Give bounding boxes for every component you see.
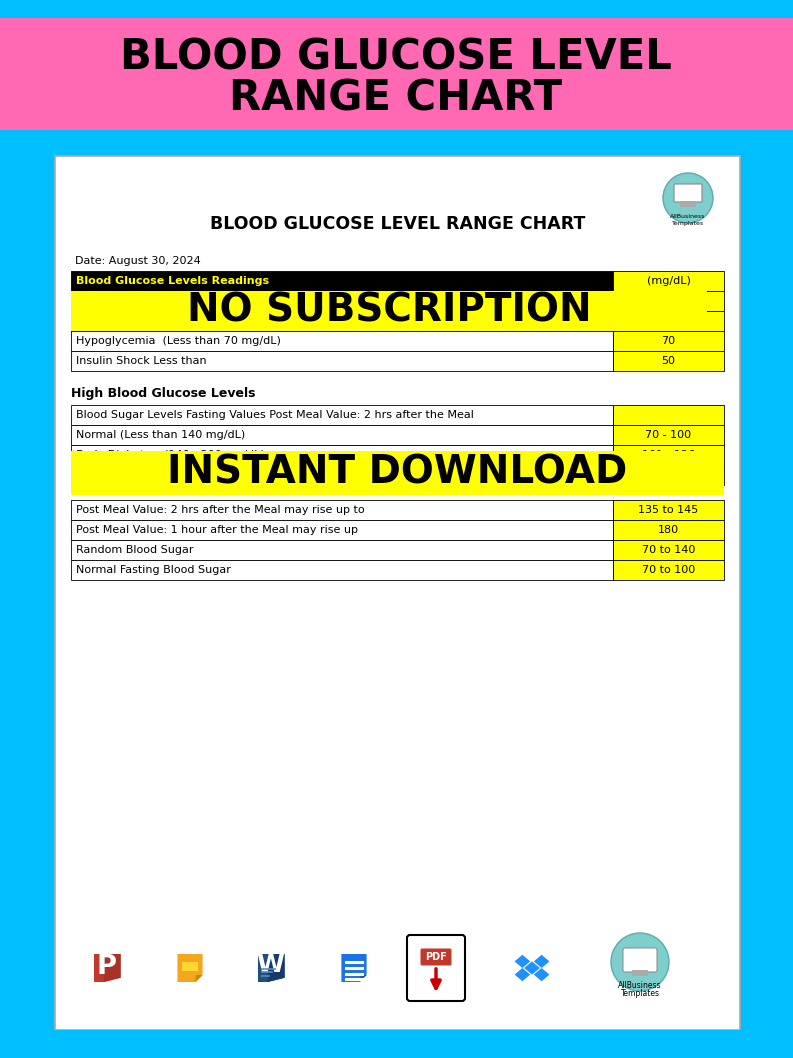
FancyBboxPatch shape [407, 935, 465, 1001]
Text: Normal (Less than 140 mg/dL): Normal (Less than 140 mg/dL) [76, 430, 245, 440]
Text: 180: 180 [658, 525, 679, 535]
Text: Date: August 30, 2024: Date: August 30, 2024 [75, 256, 201, 266]
Text: Hypoglycemia  (Less than 70 mg/dL): Hypoglycemia (Less than 70 mg/dL) [76, 336, 281, 346]
Text: P: P [97, 953, 117, 980]
Bar [613, 331, 724, 351]
Bar [71, 291, 707, 331]
Bar [71, 331, 613, 351]
Bar [0, 1030, 793, 1058]
Text: BLOOD GLUCOSE LEVEL: BLOOD GLUCOSE LEVEL [120, 36, 672, 78]
Text: Random Blood Sugar: Random Blood Sugar [76, 545, 193, 555]
Text: Early Diabetes  (140 - 200 mg/dL): Early Diabetes (140 - 200 mg/dL) [76, 450, 265, 460]
FancyBboxPatch shape [420, 949, 451, 966]
Bar [613, 311, 724, 331]
Polygon shape [258, 954, 285, 982]
Bar [71, 445, 613, 466]
Bar [0, 156, 55, 1030]
Text: AllBusiness: AllBusiness [670, 214, 706, 219]
Text: Diabetes More than  (More than 200 mg/dL): Diabetes More than (More than 200 mg/dL) [76, 470, 321, 480]
Text: W: W [257, 952, 285, 977]
Text: 70: 70 [661, 336, 676, 346]
Polygon shape [268, 954, 285, 982]
Text: RANGE CHART: RANGE CHART [229, 77, 562, 120]
Bar [71, 540, 613, 560]
Bar [71, 351, 613, 371]
Polygon shape [515, 954, 531, 968]
Polygon shape [178, 954, 202, 982]
Polygon shape [104, 954, 121, 982]
Text: High Blood Glucose Levels: High Blood Glucose Levels [71, 386, 255, 400]
Bar [0, 130, 793, 148]
Bar [613, 291, 724, 311]
Bar [740, 156, 793, 1030]
Bar [613, 405, 724, 425]
Polygon shape [515, 968, 531, 981]
Bar [71, 291, 613, 311]
Text: Post Meal Value: 1 hour after the Meal may rise up: Post Meal Value: 1 hour after the Meal m… [76, 525, 358, 535]
Text: 50: 50 [661, 355, 676, 366]
Polygon shape [94, 954, 121, 982]
Bar [613, 500, 724, 519]
Bar [613, 351, 724, 371]
Text: Templates: Templates [672, 220, 704, 225]
Ellipse shape [611, 933, 669, 991]
Text: 126: 126 [658, 470, 679, 480]
Bar [71, 560, 613, 580]
Bar [0, 18, 793, 130]
Bar [613, 466, 724, 485]
Text: Normal: Normal [76, 296, 117, 306]
Bar [71, 425, 613, 445]
Text: 70 - 140: 70 - 140 [646, 296, 691, 306]
Bar [632, 970, 648, 975]
Bar [55, 156, 740, 1030]
Bar [613, 425, 724, 445]
Bar [71, 311, 613, 331]
Bar [680, 201, 696, 207]
Bar [71, 451, 724, 495]
Text: AllBusiness: AllBusiness [619, 982, 661, 990]
FancyBboxPatch shape [674, 184, 702, 202]
Bar [613, 519, 724, 540]
Text: Templates: Templates [620, 989, 660, 999]
Text: (mg/dL): (mg/dL) [646, 276, 691, 286]
Text: BLOOD GLUCOSE LEVEL RANGE CHART: BLOOD GLUCOSE LEVEL RANGE CHART [210, 215, 585, 233]
Text: Hyperglycemia  (More than 140 mg/dL): Hyperglycemia (More than 140 mg/dL) [76, 316, 296, 326]
Bar [0, 0, 793, 18]
Polygon shape [534, 954, 550, 968]
Polygon shape [359, 975, 366, 982]
FancyBboxPatch shape [623, 948, 657, 972]
Ellipse shape [663, 174, 713, 223]
Polygon shape [534, 968, 550, 981]
Bar [613, 271, 724, 291]
Bar [182, 963, 198, 971]
Polygon shape [196, 975, 202, 982]
Bar [613, 540, 724, 560]
Bar [71, 466, 613, 485]
Bar [71, 271, 613, 291]
Text: 70 - 100: 70 - 100 [646, 430, 691, 440]
Text: 70 to 140: 70 to 140 [642, 545, 695, 555]
Text: 70 to 100: 70 to 100 [642, 565, 695, 574]
Text: 101 - 126: 101 - 126 [642, 450, 695, 460]
Text: Blood Sugar Levels Fasting Values Post Meal Value: 2 hrs after the Meal: Blood Sugar Levels Fasting Values Post M… [76, 411, 474, 420]
Text: Post Meal Value: 2 hrs after the Meal may rise up to: Post Meal Value: 2 hrs after the Meal ma… [76, 505, 365, 515]
Bar [71, 405, 613, 425]
Bar [613, 560, 724, 580]
Text: 135 to 145: 135 to 145 [638, 505, 699, 515]
Text: Insulin Shock Less than: Insulin Shock Less than [76, 355, 207, 366]
Bar [71, 519, 613, 540]
Bar [71, 500, 613, 519]
Text: Blood Glucose Levels Readings: Blood Glucose Levels Readings [76, 276, 269, 286]
Text: INSTANT DOWNLOAD: INSTANT DOWNLOAD [167, 454, 627, 492]
Polygon shape [524, 962, 540, 974]
Text: 140: 140 [658, 316, 679, 326]
Text: PDF: PDF [425, 952, 447, 962]
Bar [613, 445, 724, 466]
Text: Normal Fasting Blood Sugar: Normal Fasting Blood Sugar [76, 565, 231, 574]
Polygon shape [342, 954, 366, 982]
Text: NO SUBSCRIPTION: NO SUBSCRIPTION [187, 292, 592, 330]
